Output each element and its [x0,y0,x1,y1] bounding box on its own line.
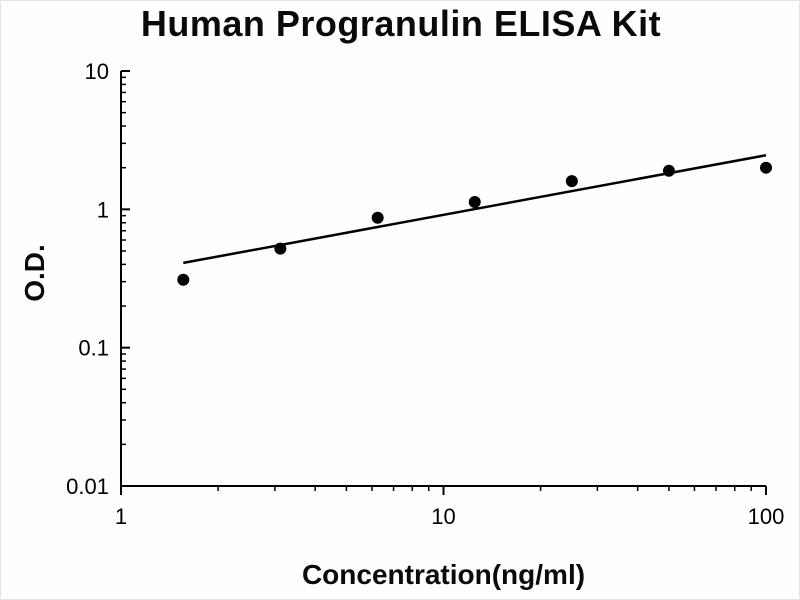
x-tick-label: 1 [115,504,127,529]
data-point [468,195,481,208]
data-point [177,273,190,286]
chart-title: Human Progranulin ELISA Kit [140,3,662,44]
data-point [760,161,772,174]
y-tick-label: 0.1 [78,336,109,361]
y-tick-label: 1 [97,197,109,222]
data-point [565,175,578,188]
trend-line [183,154,767,265]
y-tick-label: 0.01 [66,474,109,499]
x-axis-title: Concentration(ng/ml) [301,559,586,590]
data-point [274,242,287,255]
data-point [371,211,384,224]
y-tick-label: 10 [85,59,109,84]
data-point [662,164,675,177]
x-tick-label: 10 [431,504,455,529]
x-tick-label: 100 [748,504,785,529]
